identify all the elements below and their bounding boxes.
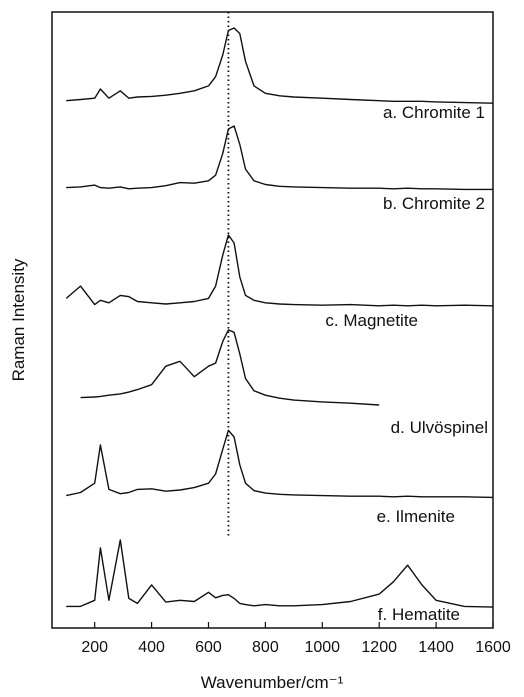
x-tick-label: 1200	[361, 639, 397, 656]
x-tick-label: 200	[81, 639, 108, 656]
spectrum-line	[80, 329, 380, 406]
spectrum-line	[66, 429, 494, 499]
spectrum-line	[66, 539, 494, 608]
x-tick-label: 400	[138, 639, 165, 656]
x-axis-label: Wavenumber/cm⁻¹	[201, 673, 344, 692]
series-label: a. Chromite 1	[383, 103, 485, 122]
spectrum-line	[65, 234, 494, 307]
plot-frame	[51, 11, 494, 629]
series-label: b. Chromite 2	[383, 194, 485, 213]
series-label: d. Ulvöspinel	[391, 418, 488, 437]
x-tick-label: 800	[252, 639, 279, 656]
spectrum-line	[66, 125, 493, 191]
x-tick-label: 1400	[418, 639, 454, 656]
x-tick-label: 600	[195, 639, 222, 656]
series-label: c. Magnetite	[325, 311, 418, 330]
series-label: f. Hematite	[378, 605, 460, 624]
spectrum-line	[66, 27, 494, 104]
y-axis-label: Raman Intensity	[9, 258, 28, 381]
series-label: e. Ilmenite	[377, 507, 455, 526]
x-tick-label: 1600	[475, 639, 511, 656]
x-tick-label: 1000	[304, 639, 340, 656]
